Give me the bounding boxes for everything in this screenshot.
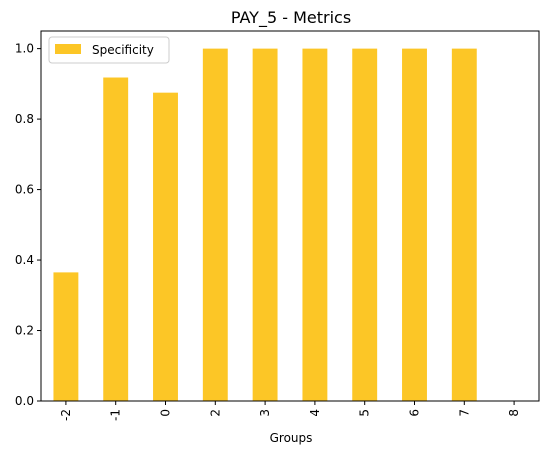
bars-group bbox=[53, 48, 477, 402]
x-axis-label: Groups bbox=[270, 431, 313, 445]
y-tick-label-0.2: 0.2 bbox=[15, 324, 34, 338]
x-tick-label-0: 0 bbox=[159, 409, 173, 417]
x-tick-label-3: 3 bbox=[258, 409, 272, 417]
bar-3 bbox=[252, 48, 278, 401]
y-tick-label-0.8: 0.8 bbox=[15, 112, 34, 126]
y-tick-label-0.6: 0.6 bbox=[15, 183, 34, 197]
legend: Specificity bbox=[48, 36, 170, 64]
bar-5 bbox=[352, 48, 378, 401]
bar-2 bbox=[202, 48, 228, 401]
legend-label-specificity: Specificity bbox=[92, 43, 154, 57]
bar-0 bbox=[153, 92, 178, 402]
x-tick-label-2: 2 bbox=[208, 409, 222, 417]
x-tick-label-8: 8 bbox=[507, 409, 521, 417]
y-tick-label-0.0: 0.0 bbox=[15, 394, 34, 408]
bar-7 bbox=[451, 48, 477, 401]
x-tick-label--2: -2 bbox=[59, 409, 73, 421]
legend-box bbox=[48, 36, 170, 64]
legend-swatch bbox=[55, 44, 81, 54]
x-tick-label-4: 4 bbox=[308, 409, 322, 417]
x-tick-label-5: 5 bbox=[358, 409, 372, 417]
bar--1 bbox=[103, 77, 129, 401]
x-axis-ticks: -2 -1 0 2 3 4 5 6 7 8 bbox=[59, 401, 521, 421]
x-tick-label--1: -1 bbox=[109, 409, 123, 421]
bar--2 bbox=[53, 272, 79, 401]
chart-title: PAY_5 - Metrics bbox=[231, 8, 351, 28]
x-tick-label-7: 7 bbox=[457, 409, 471, 417]
y-tick-label-1.0: 1.0 bbox=[15, 42, 34, 56]
bar-6 bbox=[402, 48, 427, 401]
y-axis-ticks: 0.0 0.2 0.4 0.6 0.8 1.0 bbox=[15, 42, 41, 408]
x-tick-label-6: 6 bbox=[408, 409, 422, 417]
plot-frame bbox=[40, 30, 540, 402]
y-tick-label-0.4: 0.4 bbox=[15, 253, 34, 267]
bar-4 bbox=[302, 48, 328, 401]
